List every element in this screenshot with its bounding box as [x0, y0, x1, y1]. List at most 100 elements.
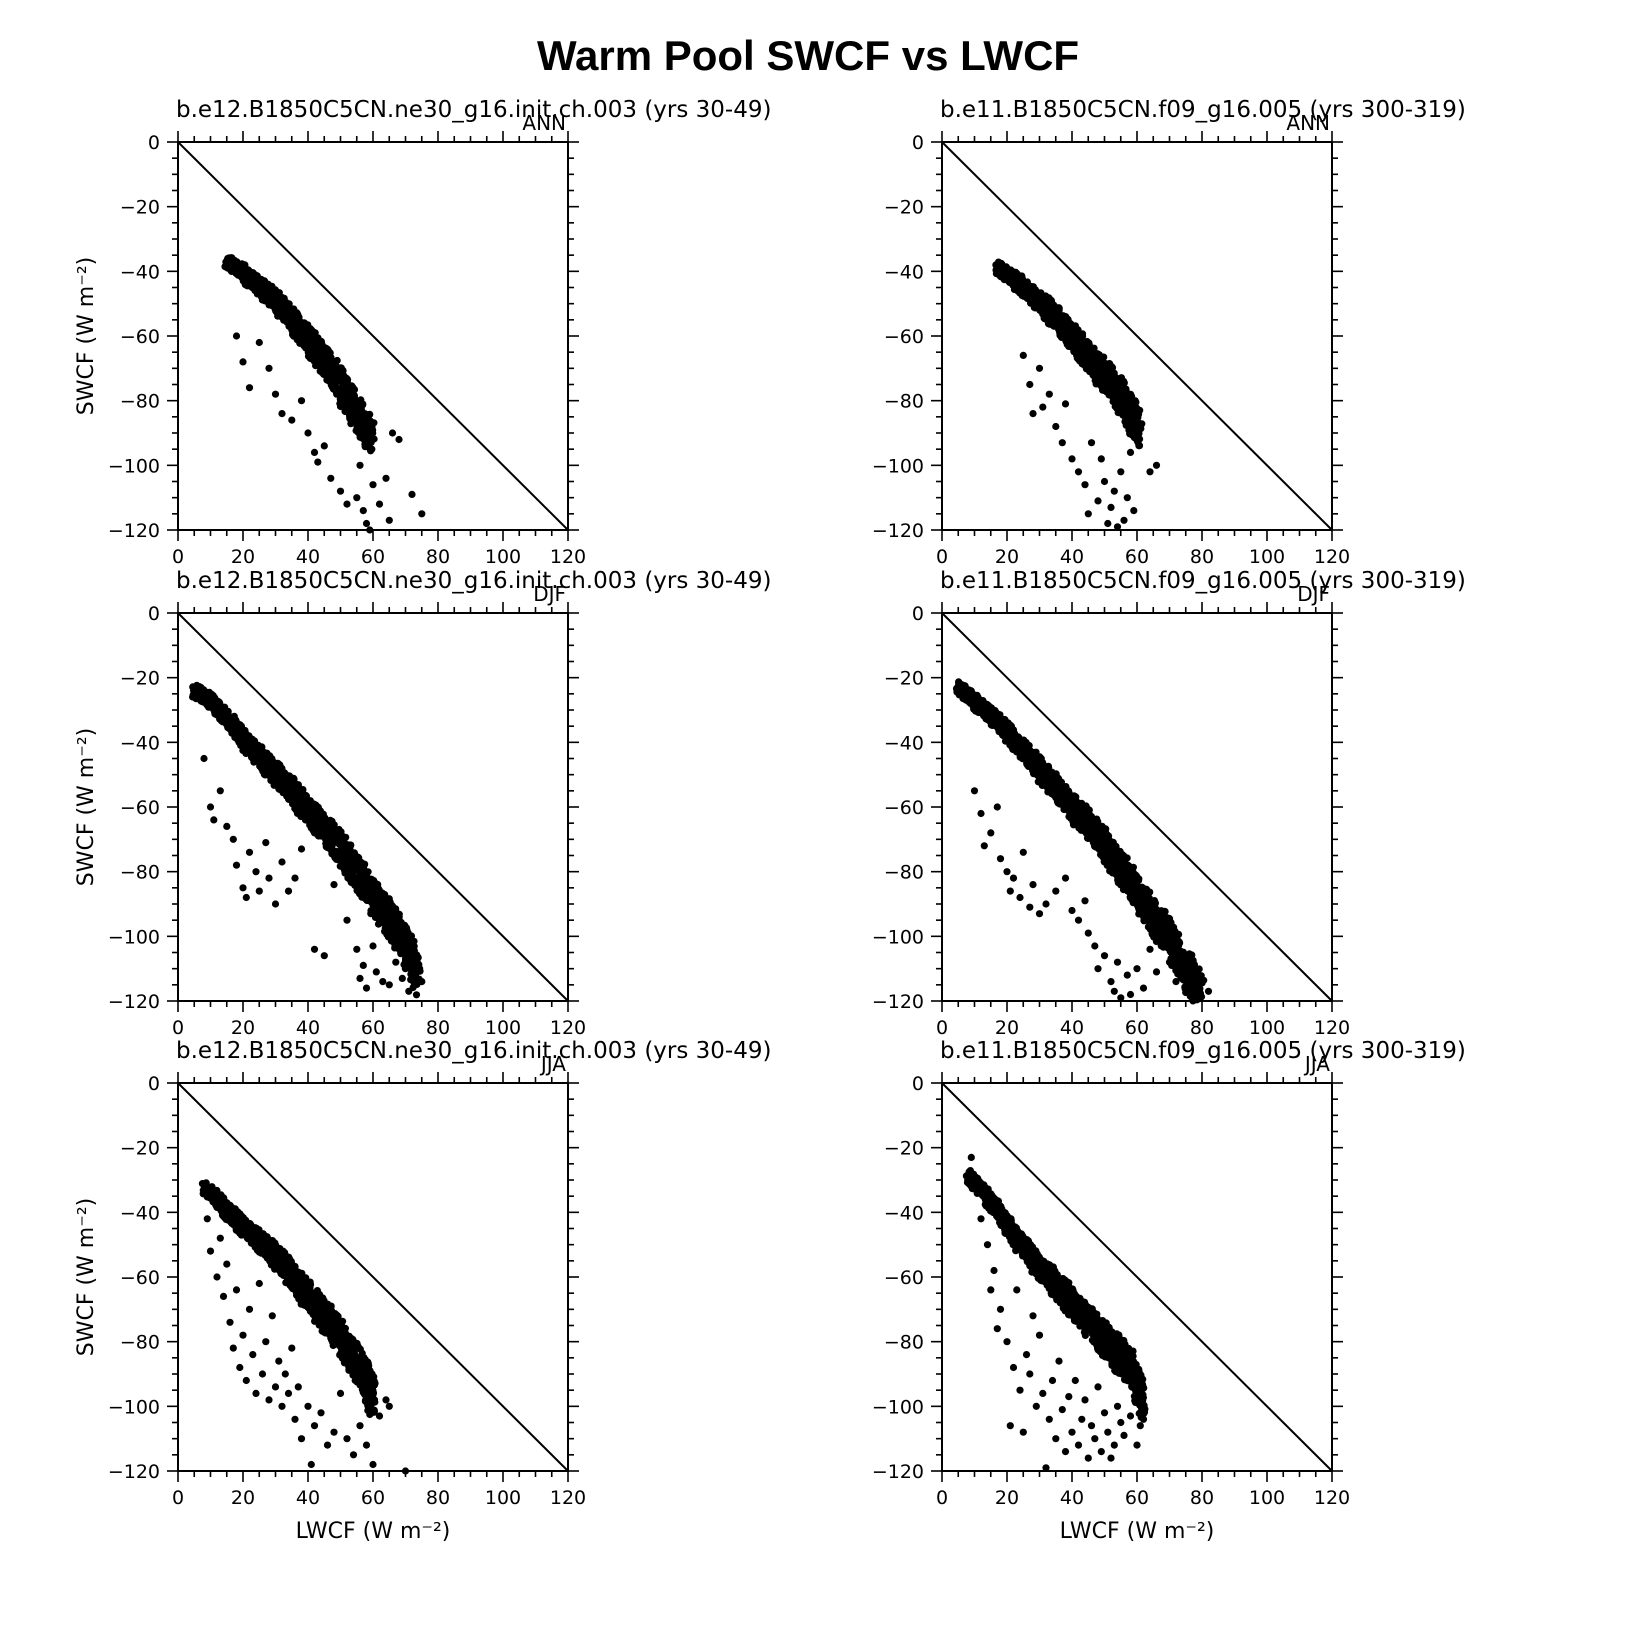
scatter-panel-2: 0 20 40 60 80 100 1200−20−40−60−80−100−120b.e1… [872, 97, 1466, 568]
data-point [232, 332, 241, 340]
x-tick-label: 80 [1190, 1017, 1214, 1039]
data-point [418, 978, 426, 986]
data-point [245, 848, 254, 856]
data-point [291, 874, 299, 882]
data-point [1126, 448, 1135, 456]
data-point [255, 887, 263, 895]
data-point [1152, 461, 1161, 469]
x-tick-label: 40 [1060, 1017, 1084, 1039]
data-point [1136, 422, 1144, 431]
y-tick-label: −60 [120, 326, 160, 348]
data-point [1123, 494, 1131, 502]
data-point [359, 507, 367, 515]
x-tick-label: 100 [1249, 1017, 1285, 1039]
scatter-panel-4: 0 20 40 60 80 100 1200−20−40−60−80−100−120b.e1… [872, 568, 1466, 1039]
data-point [418, 510, 426, 518]
y-tick-label: 0 [148, 132, 160, 154]
data-point [314, 458, 322, 466]
data-point [262, 839, 270, 847]
y-tick-label: −120 [108, 991, 160, 1013]
data-point [414, 954, 422, 962]
data-point [408, 490, 416, 498]
data-point [210, 816, 218, 824]
data-point [1039, 403, 1047, 411]
y-tick-label: −20 [884, 668, 924, 690]
reference-line [177, 141, 569, 531]
data-point [1084, 510, 1092, 518]
data-point [320, 952, 328, 960]
data-point [1130, 507, 1138, 515]
y-tick-label: −40 [884, 261, 924, 283]
x-tick-label: 60 [1125, 1017, 1149, 1039]
data-point [1120, 379, 1128, 387]
y-tick-label: −40 [884, 732, 924, 754]
x-tick-label: 20 [995, 1017, 1019, 1039]
data-point [370, 435, 378, 443]
data-point [271, 900, 280, 908]
y-tick-label: 0 [148, 603, 160, 625]
x-tick-label: 20 [995, 546, 1019, 568]
x-tick-label: 120 [550, 546, 586, 568]
data-point [1133, 435, 1141, 444]
data-point [351, 395, 359, 403]
x-tick-label: 60 [361, 1017, 385, 1039]
data-point [343, 916, 351, 924]
y-tick-label: −60 [884, 797, 924, 819]
y-tick-label: −100 [872, 926, 924, 948]
data-point [369, 942, 377, 950]
data-point [353, 945, 361, 953]
reference-line [941, 141, 1333, 531]
data-point [1035, 364, 1044, 372]
y-tick-label: −80 [884, 862, 924, 884]
x-tick-label: 60 [361, 546, 385, 568]
y-tick-label: −120 [872, 991, 924, 1013]
data-point [1087, 439, 1096, 447]
y-tick-label: −20 [120, 668, 160, 690]
scatter-panel-3: 0 20 40 60 80 100 1200−20−40−60−80−100−120b.e1… [74, 568, 771, 1039]
data-point [278, 410, 286, 418]
panel-case-label: b.e12.B1850C5CN.ne30_g16.init.ch.003 (yr… [176, 97, 771, 123]
data-point [1120, 516, 1128, 524]
data-point [242, 893, 250, 902]
data-point [265, 874, 273, 882]
data-point [223, 822, 231, 831]
scatter-panel-1: 0 20 40 60 80 100 1200−20−40−60−80−100−120b.e1… [74, 97, 771, 568]
data-point [288, 416, 296, 424]
data-point [343, 500, 351, 508]
x-tick-label: 120 [1314, 1017, 1350, 1039]
data-point [216, 787, 224, 795]
x-tick-label: 0 [172, 546, 184, 568]
x-tick-label: 40 [296, 1017, 320, 1039]
x-tick-label: 80 [1190, 546, 1214, 568]
data-point [356, 461, 364, 469]
data-point [358, 863, 366, 871]
data-points [992, 258, 1161, 531]
data-point [229, 835, 237, 843]
data-point [359, 961, 367, 970]
data-point [271, 390, 280, 398]
data-point [411, 965, 419, 973]
data-point [1058, 439, 1066, 447]
data-point [368, 445, 376, 453]
data-point [395, 435, 403, 444]
data-point [388, 429, 397, 437]
data-point [1117, 468, 1125, 476]
x-tick-label: 120 [550, 1017, 586, 1039]
data-point [392, 958, 400, 966]
y-tick-label: −100 [872, 455, 924, 477]
y-tick-label: −120 [108, 520, 160, 542]
y-tick-label: 0 [912, 132, 924, 154]
data-point [366, 420, 374, 428]
data-point [1146, 468, 1154, 476]
y-tick-label: −80 [120, 391, 160, 413]
data-point [1108, 364, 1117, 372]
data-point [1110, 487, 1118, 495]
panel-season-label: ANN [522, 111, 566, 135]
data-point [239, 884, 247, 892]
y-tick-label: −60 [120, 797, 160, 819]
data-point [366, 526, 374, 534]
y-tick-label: −100 [108, 926, 160, 948]
data-point [344, 376, 352, 384]
data-point [1113, 523, 1122, 531]
